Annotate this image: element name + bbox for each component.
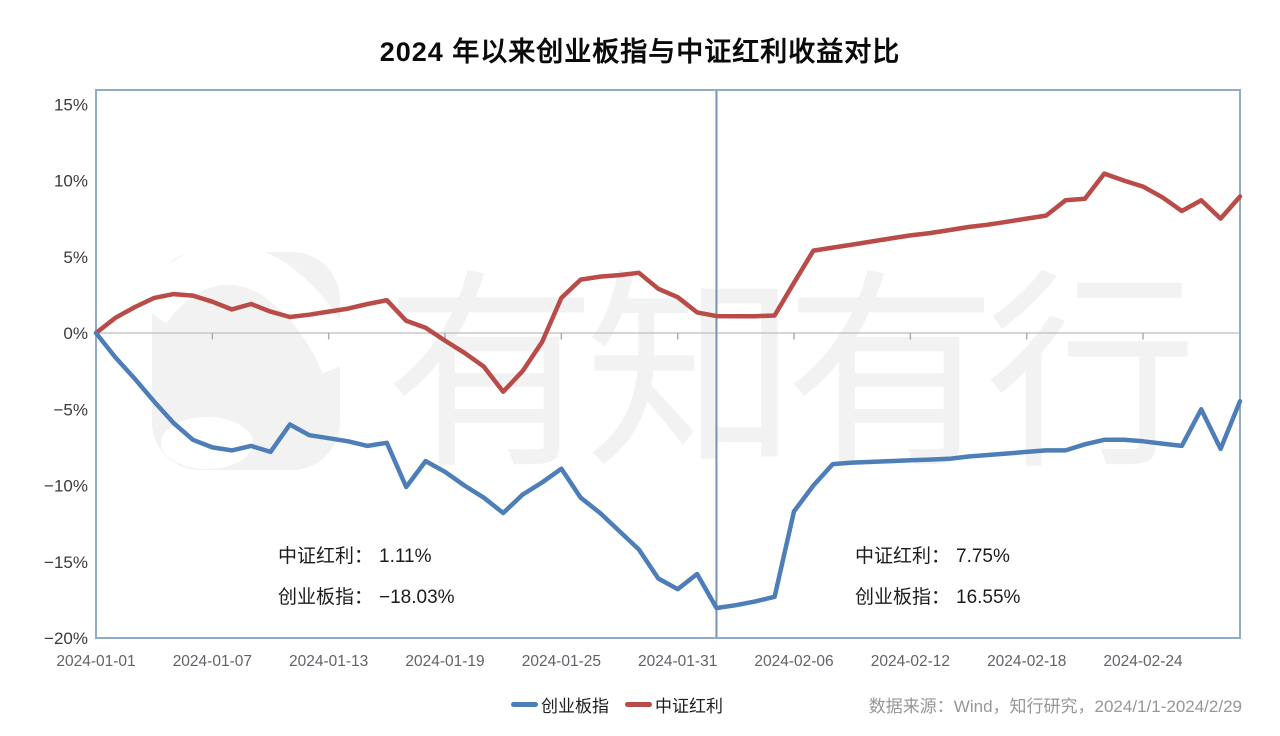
series-line-dividend: [93, 171, 1243, 394]
annotation-line: 创业板指： 16.55%: [855, 582, 1020, 609]
x-axis-label: 2024-01-01: [56, 653, 135, 670]
plot-border: [95, 89, 1241, 639]
annotation-line: 创业板指： −18.03%: [278, 582, 455, 609]
annotation-value: 16.55%: [956, 587, 1021, 608]
legend-label: 中证红利: [655, 697, 723, 716]
x-axis-label: 2024-02-12: [871, 653, 950, 670]
x-axis-label: 2024-02-06: [754, 653, 833, 670]
annotation-value: −18.03%: [379, 587, 455, 608]
annotation-label: 创业板指：: [278, 587, 374, 608]
x-axis-label: 2024-02-24: [1103, 653, 1183, 670]
legend-label: 创业板指: [541, 697, 609, 716]
legend-item-dividend: 中证红利: [625, 692, 723, 717]
y-axis-label: 5%: [63, 248, 88, 267]
y-axis-label: 0%: [63, 324, 88, 343]
annotation-label: 中证红利：: [855, 546, 951, 567]
annotation-label: 创业板指：: [855, 587, 951, 608]
y-axis-label: 10%: [54, 172, 88, 191]
legend-swatch-dividend: [625, 702, 652, 707]
x-axis-label: 2024-01-07: [173, 653, 252, 670]
legend-item-chinext: 创业板指: [511, 692, 609, 717]
x-axis-label: 2024-01-13: [289, 653, 368, 670]
chart-title: 2024 年以来创业板指与中证红利收益对比: [379, 37, 901, 67]
x-axis-label: 2024-01-25: [522, 653, 601, 670]
annotation-label: 中证红利：: [278, 546, 374, 567]
chart-legend: 创业板指 中证红利: [511, 692, 723, 717]
data-source-note: 数据来源：Wind，知行研究，2024/1/1-2024/2/29: [868, 697, 1242, 716]
watermark-logo-swoosh: [133, 244, 360, 374]
annotation-line: 中证红利： 1.11%: [278, 541, 455, 568]
annotation-left-period: 中证红利： 1.11% 创业板指： −18.03%: [278, 541, 455, 609]
x-axis-label: 2024-01-19: [405, 653, 484, 670]
y-axis-label: −10%: [44, 477, 88, 496]
y-axis-label: −15%: [44, 553, 88, 572]
y-axis-label: −20%: [44, 629, 88, 648]
x-axis-label: 2024-02-18: [987, 653, 1066, 670]
y-axis-label: −5%: [54, 400, 89, 419]
x-axis-label: 2024-01-31: [638, 653, 717, 670]
y-axis-label: 15%: [54, 95, 88, 114]
annotation-value: 1.11%: [379, 546, 432, 567]
annotation-line: 中证红利： 7.75%: [855, 541, 1020, 568]
series-line-chinext: [93, 330, 1243, 611]
annotation-right-period: 中证红利： 7.75% 创业板指： 16.55%: [855, 541, 1020, 609]
annotation-value: 7.75%: [956, 546, 1010, 567]
legend-swatch-chinext: [511, 702, 538, 707]
